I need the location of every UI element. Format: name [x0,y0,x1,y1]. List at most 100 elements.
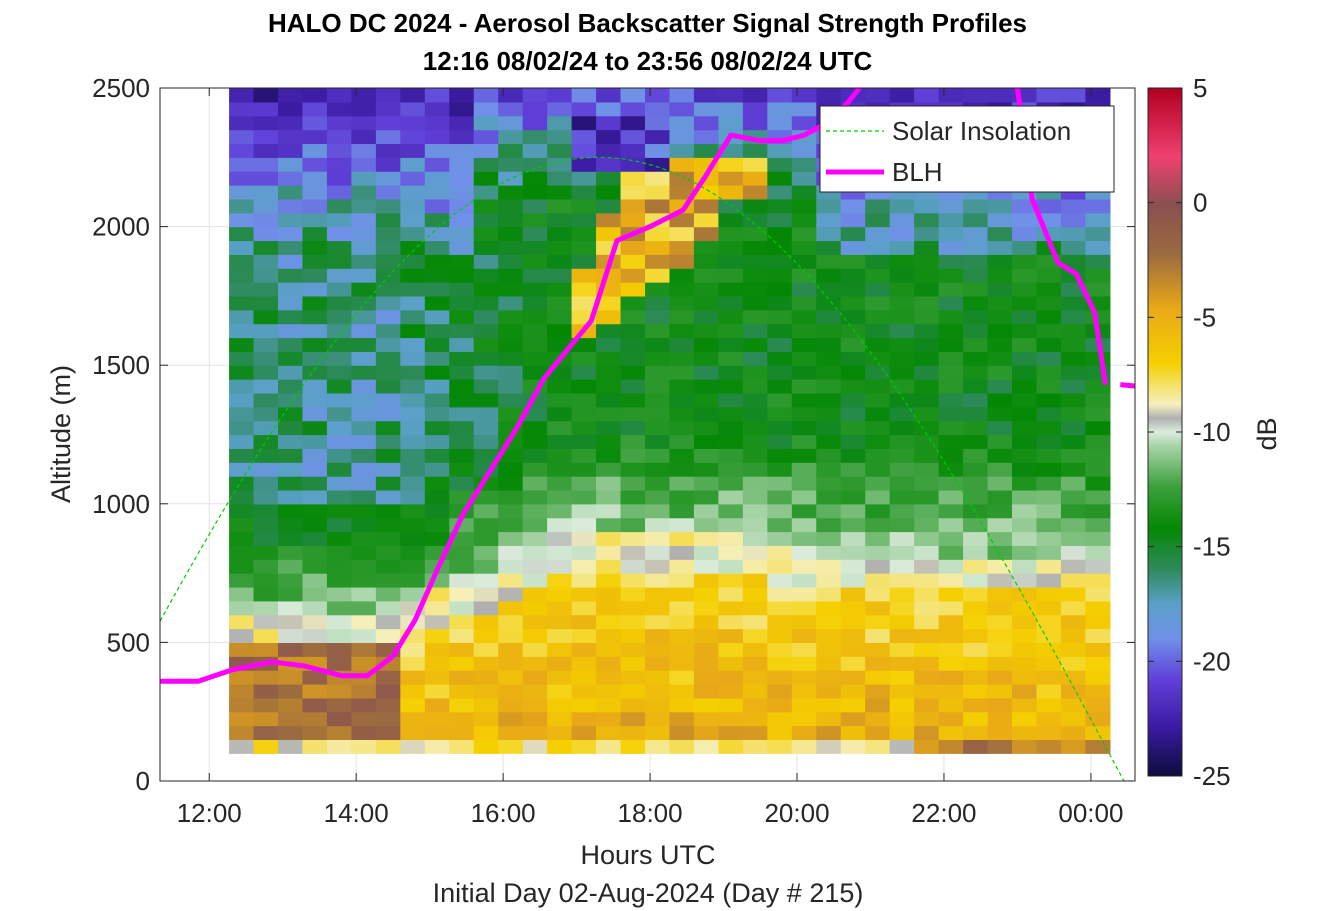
heatmap-cell [718,586,744,602]
heatmap-cell [571,198,597,214]
heatmap-cell [253,282,279,297]
heatmap-cell [914,545,940,560]
heatmap-cell [571,143,597,158]
heatmap-cell [473,725,499,741]
heatmap-cell [840,337,866,352]
heatmap-cell [1085,268,1111,283]
heatmap-cell [400,476,426,491]
heatmap-cell [375,739,401,754]
heatmap-cell [987,337,1013,352]
heatmap-cell [963,240,989,255]
heatmap-cell [767,115,793,131]
heatmap-cell [1012,448,1038,463]
heatmap-cell [767,420,793,436]
heatmap-cell [938,240,964,255]
heatmap-cell [620,545,646,560]
heatmap-cell [742,670,768,685]
heatmap-cell [620,157,646,172]
heatmap-cell [278,517,304,533]
heatmap-cell [840,351,866,366]
heatmap-cell [596,683,622,699]
heatmap-cell [718,614,744,630]
heatmap-cell [547,614,573,630]
heatmap-cell [400,392,426,408]
heatmap-cell [620,212,646,228]
heatmap-cell [596,656,622,671]
heatmap-cell [963,406,989,422]
heatmap-cell [473,739,499,754]
heatmap-cell [963,365,989,380]
heatmap-cell [938,212,964,228]
heatmap-cell [473,642,499,657]
heatmap-cell [326,725,352,741]
heatmap-cell [669,489,695,505]
heatmap-cell [767,642,793,657]
heatmap-cell [278,157,304,172]
heatmap-cell [375,711,401,727]
heatmap-cell [571,531,597,546]
heatmap-cell [645,586,671,602]
heatmap-cell [571,670,597,685]
heatmap-cell [645,240,671,255]
heatmap-cell [522,337,548,352]
heatmap-cell [473,656,499,671]
heatmap-cell [816,420,842,436]
heatmap-cell [987,545,1013,560]
heatmap-cell [400,489,426,505]
heatmap-cell [645,683,671,699]
heatmap-cell [742,725,768,741]
heatmap-cell [302,143,328,158]
heatmap-cell [840,683,866,699]
heatmap-cell [253,586,279,602]
heatmap-cell [229,503,255,519]
heatmap-cell [620,101,646,117]
heatmap-cell [693,282,720,297]
heatmap-cell [522,240,548,255]
heatmap-cell [620,614,646,630]
heatmap-cell [547,295,573,311]
heatmap-cell [767,365,793,380]
heatmap-cell [1085,88,1111,103]
heatmap-cell [791,628,817,643]
heatmap-cell [742,226,768,242]
heatmap-cell [449,295,475,311]
heatmap-cell [767,517,793,533]
heatmap-cell [693,711,720,727]
heatmap-cell [596,143,622,158]
heatmap-cell [571,115,597,131]
heatmap-cell [1036,614,1062,630]
heatmap-cell [914,531,940,546]
heatmap-cell [571,295,597,311]
heatmap-cell [693,531,720,546]
heatmap-cell [938,198,964,214]
heatmap-cell [620,309,646,325]
heatmap-cell [278,573,304,588]
heatmap-cell [351,101,377,117]
heatmap-cell [742,545,768,560]
x-tick-label: 20:00 [764,798,829,828]
heatmap-cell [596,185,622,200]
heatmap-cell [375,198,401,214]
heatmap-cell [1060,545,1087,560]
heatmap-cell [742,683,768,699]
heatmap-cell [253,476,279,491]
heatmap-cell [326,337,352,352]
heatmap-cell [816,323,842,339]
heatmap-cell [645,614,671,630]
heatmap-cell [889,683,915,699]
heatmap-cell [326,295,352,311]
heatmap-cell [742,143,768,158]
heatmap-cell [1036,656,1062,671]
heatmap-cell [938,489,964,505]
heatmap-cell [326,586,352,602]
heatmap-cell [571,240,597,255]
heatmap-cell [1036,337,1062,352]
heatmap-cell [229,143,255,158]
heatmap-cell [742,642,768,657]
heatmap-cell [278,697,304,713]
heatmap-cell [645,157,671,172]
heatmap-cell [547,586,573,602]
heatmap-cell [865,517,891,533]
heatmap-cell [1060,226,1087,242]
